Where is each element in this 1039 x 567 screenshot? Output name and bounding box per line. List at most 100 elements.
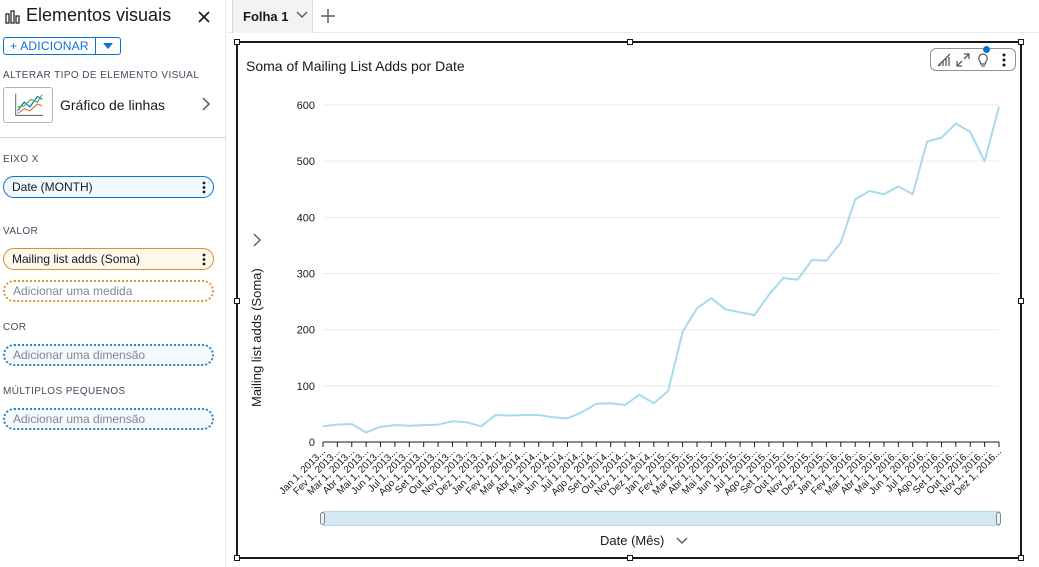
tab-label: Folha 1 <box>243 9 289 24</box>
chevron-down-icon[interactable] <box>296 11 308 19</box>
resize-handle[interactable] <box>234 298 240 304</box>
caret-down-icon <box>102 42 113 49</box>
resize-handle[interactable] <box>1018 298 1024 304</box>
y-tick-label: 200 <box>297 325 315 337</box>
line-chart-thumbnail-icon <box>3 87 53 123</box>
add-small-multiples-drop-zone[interactable]: Adicionar uma dimensão <box>3 408 214 430</box>
resize-handle[interactable] <box>1018 555 1024 561</box>
series-line-mailing-list-adds <box>322 106 1000 434</box>
data-point <box>723 306 729 312</box>
y-axis-title[interactable]: Mailing list adds (Soma) <box>249 268 264 407</box>
panel-title: Elementos visuais <box>26 5 172 25</box>
data-point <box>507 413 513 419</box>
chart-type-selector[interactable]: Gráfico de linhas <box>3 87 218 123</box>
x-axis-scroll-bar[interactable] <box>323 511 1000 526</box>
data-point <box>838 240 844 246</box>
data-point <box>636 392 642 398</box>
data-point <box>521 412 527 418</box>
value-label: VALOR <box>3 226 39 237</box>
data-point <box>924 139 930 145</box>
close-icon[interactable] <box>196 9 212 25</box>
data-point <box>378 424 384 430</box>
data-point <box>982 158 988 164</box>
data-point <box>320 423 326 429</box>
add-measure-drop-zone[interactable]: Adicionar uma medida <box>3 280 214 302</box>
data-point <box>550 414 556 420</box>
x-axis-field-name: Date (MONTH) <box>12 180 93 194</box>
data-point <box>608 400 614 406</box>
resize-handle[interactable] <box>627 555 633 561</box>
y-tick-label: 500 <box>297 156 315 168</box>
data-point <box>464 419 470 425</box>
data-point <box>867 188 873 194</box>
data-point <box>435 422 441 428</box>
add-small-multiples-text: Adicionar uma dimensão <box>13 412 146 426</box>
resize-handle[interactable] <box>1018 39 1024 45</box>
y-tick-label: 400 <box>297 212 315 224</box>
data-point <box>953 121 959 127</box>
value-field-name: Mailing list adds (Soma) <box>12 252 141 266</box>
x-axis-field-well[interactable]: Date (MONTH) <box>3 176 214 198</box>
visual-toolbar <box>930 46 1016 71</box>
chevron-right-icon[interactable] <box>252 233 262 247</box>
plus-icon: + <box>10 39 18 53</box>
scroll-handle-left[interactable] <box>320 512 325 525</box>
data-point <box>349 421 355 427</box>
more-options-icon[interactable] <box>202 181 206 194</box>
data-point <box>680 329 686 335</box>
data-point <box>334 422 340 428</box>
chevron-right-icon <box>202 97 211 111</box>
data-point <box>694 305 700 311</box>
resize-handle[interactable] <box>627 39 633 45</box>
data-point <box>881 191 887 197</box>
forecast-icon[interactable] <box>936 52 952 68</box>
add-label: ADICIONAR <box>20 39 89 53</box>
line-chart-visual[interactable]: Soma of Mailing List Adds por Date 0 100 2… <box>234 39 1024 561</box>
data-point <box>852 196 858 202</box>
x-axis-title[interactable]: Date (Mês) <box>600 533 665 548</box>
expand-icon[interactable] <box>955 52 971 68</box>
data-point <box>780 275 786 281</box>
data-point <box>493 412 499 418</box>
bar-chart-icon <box>5 10 20 24</box>
color-label: COR <box>3 322 27 333</box>
panel-divider <box>0 137 226 138</box>
data-point <box>737 309 743 315</box>
more-options-icon[interactable] <box>996 52 1012 68</box>
small-multiples-label: MÚLTIPLOS PEQUENOS <box>3 386 126 397</box>
add-visual-button[interactable]: + ADICIONAR <box>3 37 121 55</box>
add-color-dimension-drop-zone[interactable]: Adicionar uma dimensão <box>3 344 214 366</box>
value-field-well[interactable]: Mailing list adds (Soma) <box>3 248 214 270</box>
data-point <box>708 295 714 301</box>
chevron-down-icon[interactable] <box>676 537 688 545</box>
add-dropdown-toggle[interactable] <box>96 38 120 54</box>
resize-handle[interactable] <box>234 555 240 561</box>
data-point <box>895 183 901 189</box>
scroll-handle-right[interactable] <box>996 512 1001 525</box>
tab-folha-1[interactable]: Folha 1 <box>232 0 313 33</box>
add-sheet-icon[interactable] <box>320 8 336 24</box>
more-options-icon[interactable] <box>202 253 206 266</box>
visuals-panel: Elementos visuais + ADICIONAR ALTERAR TI… <box>0 0 226 567</box>
data-point <box>665 388 671 394</box>
resize-handle[interactable] <box>234 39 240 45</box>
data-point <box>938 135 944 141</box>
data-point <box>565 415 571 421</box>
add-visual-main[interactable]: + ADICIONAR <box>4 38 96 54</box>
y-tick-label: 0 <box>309 437 315 449</box>
y-tick-label: 100 <box>297 381 315 393</box>
data-point <box>751 312 757 318</box>
visual-title[interactable]: Soma of Mailing List Adds por Date <box>246 58 465 74</box>
notification-dot <box>983 46 990 53</box>
data-point <box>593 401 599 407</box>
data-point <box>651 400 657 406</box>
lightbulb-insights-icon[interactable] <box>975 52 991 68</box>
y-tick-label: 300 <box>297 269 315 281</box>
chart-type-name: Gráfico de linhas <box>60 97 166 113</box>
add-measure-text: Adicionar uma medida <box>13 284 133 298</box>
data-point <box>406 423 412 429</box>
data-point <box>967 129 973 135</box>
data-point <box>392 422 398 428</box>
x-axis-label: EIXO X <box>3 154 39 165</box>
